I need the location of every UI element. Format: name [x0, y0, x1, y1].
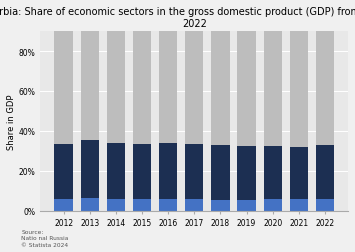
- Bar: [290, 147, 308, 200]
- Bar: [316, 145, 334, 199]
- Bar: [54, 30, 73, 145]
- Bar: [81, 29, 99, 140]
- Bar: [185, 30, 203, 144]
- Bar: [211, 200, 230, 211]
- Text: Source:
Natio nal Russia
© Statista 2024: Source: Natio nal Russia © Statista 2024: [21, 229, 69, 247]
- Bar: [159, 199, 177, 211]
- Bar: [211, 146, 230, 200]
- Bar: [316, 30, 334, 145]
- Bar: [107, 199, 125, 211]
- Y-axis label: Share in GDP: Share in GDP: [7, 94, 16, 149]
- Bar: [159, 143, 177, 199]
- Bar: [263, 199, 282, 211]
- Bar: [81, 198, 99, 211]
- Bar: [263, 146, 282, 199]
- Bar: [107, 144, 125, 199]
- Bar: [54, 145, 73, 199]
- Bar: [237, 146, 256, 200]
- Bar: [81, 140, 99, 198]
- Bar: [185, 144, 203, 199]
- Bar: [107, 30, 125, 144]
- Bar: [185, 199, 203, 211]
- Bar: [237, 200, 256, 211]
- Bar: [159, 31, 177, 143]
- Bar: [133, 199, 151, 211]
- Bar: [316, 199, 334, 211]
- Bar: [133, 145, 151, 199]
- Bar: [211, 29, 230, 146]
- Bar: [290, 200, 308, 211]
- Bar: [290, 30, 308, 147]
- Bar: [237, 29, 256, 146]
- Title: Serbia: Share of economic sectors in the gross domestic product (GDP) from 2012 : Serbia: Share of economic sectors in the…: [0, 7, 355, 28]
- Bar: [263, 29, 282, 146]
- Bar: [54, 199, 73, 211]
- Bar: [133, 30, 151, 145]
